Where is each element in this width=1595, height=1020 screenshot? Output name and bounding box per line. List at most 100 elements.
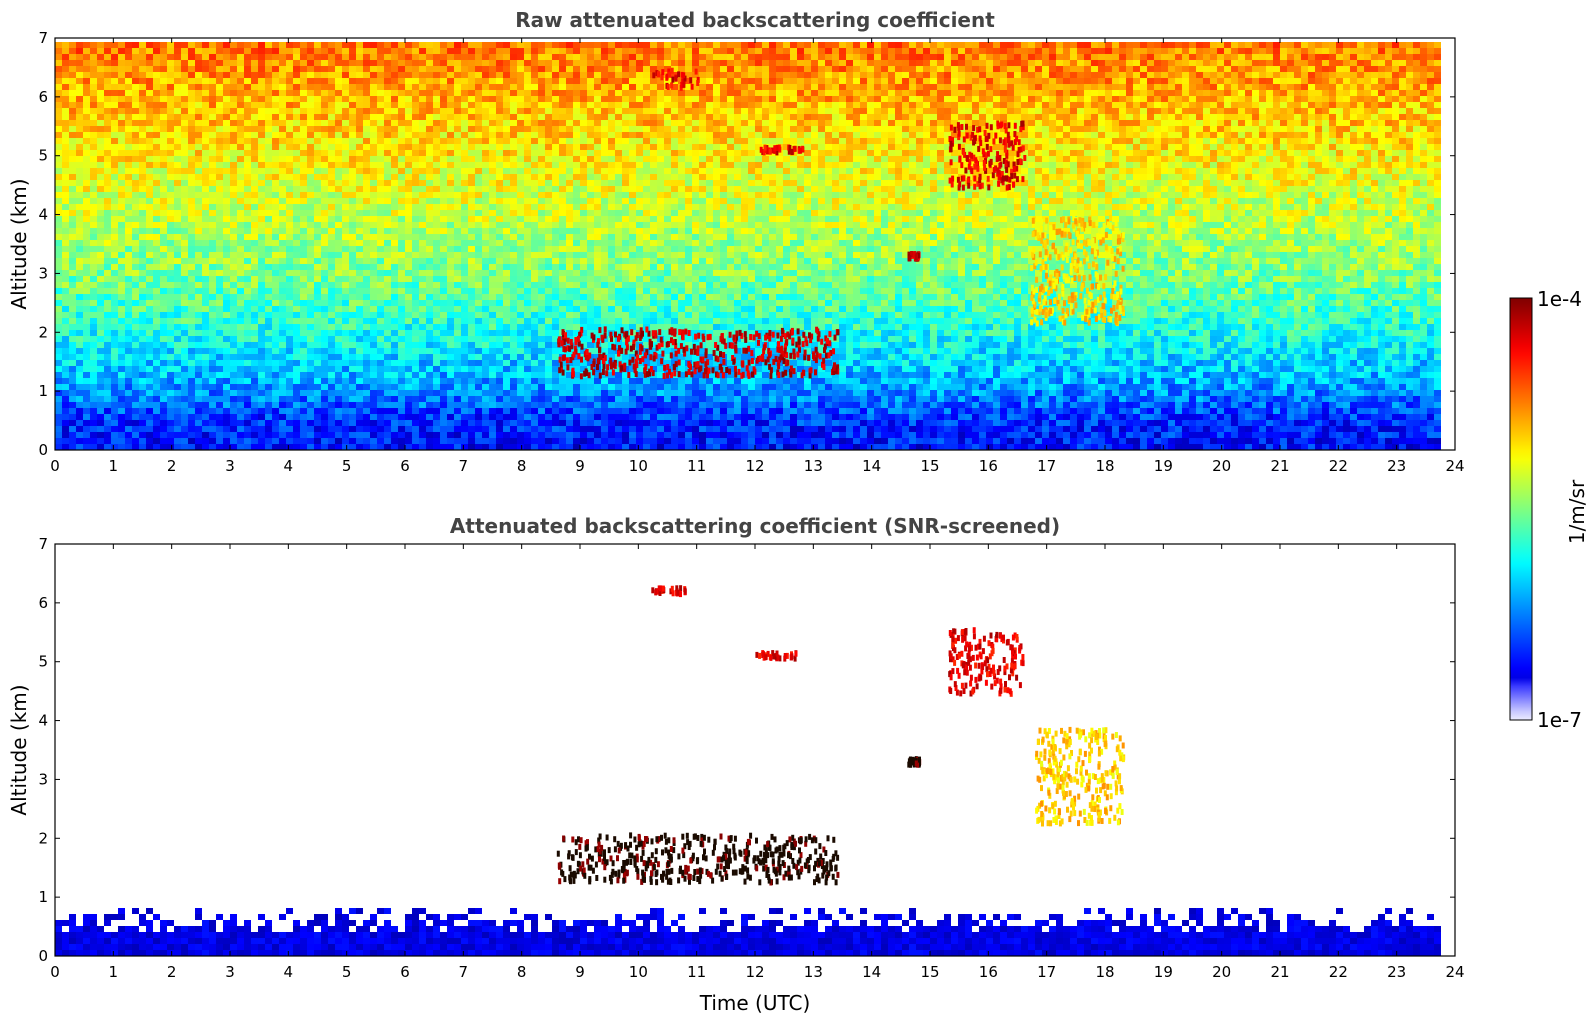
raw-background-cell	[1294, 408, 1301, 414]
raw-background-cell	[1140, 384, 1147, 390]
raw-background-cell	[741, 438, 748, 444]
raw-background-cell	[272, 396, 279, 402]
raw-background-cell	[468, 348, 475, 354]
raw-background-cell	[461, 402, 468, 408]
raw-background-cell	[335, 396, 342, 402]
raw-background-cell	[510, 366, 517, 372]
raw-background-cell	[503, 318, 510, 324]
raw-background-cell	[440, 342, 447, 348]
raw-background-cell	[293, 318, 300, 324]
raw-background-cell	[706, 372, 713, 378]
raw-background-cell	[461, 342, 468, 348]
raw-background-cell	[384, 378, 391, 384]
raw-background-cell	[125, 444, 132, 450]
raw-background-cell	[279, 360, 286, 366]
raw-background-cell	[755, 318, 762, 324]
raw-background-cell	[167, 372, 174, 378]
raw-background-cell	[174, 372, 181, 378]
raw-background-cell	[825, 318, 832, 324]
raw-background-cell	[867, 420, 874, 426]
raw-background-cell	[160, 426, 167, 432]
raw-background-cell	[671, 312, 678, 318]
raw-background-cell	[713, 402, 720, 408]
raw-background-cell	[853, 408, 860, 414]
raw-background-cell	[111, 330, 118, 336]
raw-background-cell	[832, 342, 839, 348]
raw-background-cell	[909, 414, 916, 420]
raw-background-cell	[349, 348, 356, 354]
raw-background-cell	[307, 396, 314, 402]
raw-background-cell	[538, 300, 545, 306]
raw-background-cell	[83, 318, 90, 324]
raw-background-cell	[790, 378, 797, 384]
raw-background-cell	[1427, 354, 1434, 360]
raw-background-cell	[209, 306, 216, 312]
raw-background-cell	[1336, 378, 1343, 384]
raw-background-cell	[1119, 426, 1126, 432]
raw-background-cell	[636, 312, 643, 318]
raw-background-cell	[1175, 360, 1182, 366]
raw-background-cell	[328, 396, 335, 402]
raw-background-cell	[272, 336, 279, 342]
raw-background-cell	[496, 318, 503, 324]
raw-background-cell	[783, 438, 790, 444]
raw-background-cell	[1028, 372, 1035, 378]
raw-background-cell	[293, 336, 300, 342]
raw-background-cell	[1413, 426, 1420, 432]
raw-background-cell	[902, 330, 909, 336]
raw-background-cell	[902, 360, 909, 366]
raw-background-cell	[727, 324, 734, 330]
raw-background-cell	[1399, 342, 1406, 348]
raw-background-cell	[1224, 318, 1231, 324]
raw-background-cell	[1140, 366, 1147, 372]
raw-background-cell	[1098, 402, 1105, 408]
raw-background-cell	[1273, 408, 1280, 414]
raw-background-cell	[300, 300, 307, 306]
raw-background-cell	[482, 396, 489, 402]
raw-background-cell	[1168, 366, 1175, 372]
raw-background-cell	[734, 408, 741, 414]
raw-background-cell	[83, 408, 90, 414]
raw-background-cell	[524, 420, 531, 426]
raw-background-cell	[279, 300, 286, 306]
raw-background-cell	[335, 336, 342, 342]
raw-background-cell	[1357, 384, 1364, 390]
raw-background-cell	[860, 414, 867, 420]
raw-background-cell	[195, 384, 202, 390]
raw-background-cell	[818, 306, 825, 312]
raw-background-cell	[279, 444, 286, 450]
raw-background-cell	[783, 432, 790, 438]
raw-background-cell	[342, 330, 349, 336]
raw-background-cell	[1112, 408, 1119, 414]
raw-background-cell	[62, 354, 69, 360]
raw-background-cell	[454, 414, 461, 420]
raw-background-cell	[517, 366, 524, 372]
raw-background-cell	[1357, 306, 1364, 312]
raw-background-cell	[223, 390, 230, 396]
raw-background-cell	[769, 336, 776, 342]
raw-background-cell	[1357, 444, 1364, 450]
raw-background-cell	[965, 336, 972, 342]
raw-background-cell	[657, 318, 664, 324]
raw-background-cell	[111, 432, 118, 438]
raw-background-cell	[1399, 390, 1406, 396]
raw-background-cell	[398, 348, 405, 354]
raw-background-cell	[153, 438, 160, 444]
raw-background-cell	[923, 372, 930, 378]
raw-background-cell	[503, 342, 510, 348]
raw-background-cell	[622, 432, 629, 438]
raw-background-cell	[699, 306, 706, 312]
raw-background-cell	[615, 312, 622, 318]
raw-background-cell	[783, 390, 790, 396]
raw-background-cell	[657, 372, 664, 378]
raw-background-cell	[475, 312, 482, 318]
raw-background-cell	[391, 426, 398, 432]
raw-background-cell	[1154, 438, 1161, 444]
raw-background-cell	[503, 306, 510, 312]
raw-background-cell	[1028, 402, 1035, 408]
raw-background-cell	[314, 396, 321, 402]
raw-background-cell	[580, 378, 587, 384]
raw-background-cell	[153, 396, 160, 402]
raw-background-cell	[762, 414, 769, 420]
raw-background-cell	[321, 306, 328, 312]
